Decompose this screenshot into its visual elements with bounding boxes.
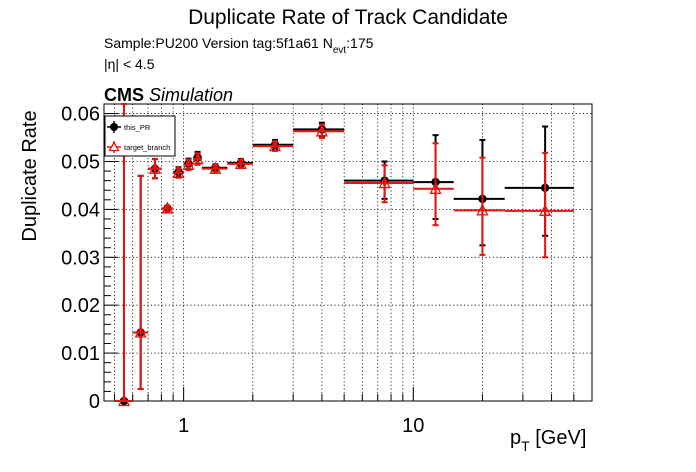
chart-title: Duplicate Rate of Track Candidate — [188, 6, 508, 29]
y-tick-label: 0.05 — [61, 151, 100, 173]
marker-triangle — [315, 124, 328, 137]
data-point-target-branch — [293, 123, 345, 140]
data-point-target-branch — [344, 164, 414, 204]
cms-label: CMS Simulation — [104, 85, 233, 105]
data-point-target-branch — [132, 174, 149, 391]
data-point-target-branch — [161, 201, 174, 214]
x-axis-label-unit: [GeV] — [530, 427, 587, 449]
marker-triangle — [268, 139, 282, 152]
legend-this-pr-marker — [110, 123, 118, 131]
cms-text: CMS — [104, 85, 144, 105]
data-point-this-PR — [413, 134, 454, 220]
marker-triangle — [182, 157, 195, 170]
marker-triangle — [378, 176, 391, 189]
data-point-target-branch — [172, 166, 185, 179]
data-point-target-branch — [453, 156, 505, 256]
marker-triangle — [134, 325, 147, 338]
data-point-target-branch — [227, 156, 253, 170]
y-tick-label: 0.01 — [61, 343, 100, 365]
marker-triangle — [161, 201, 174, 214]
x-axis-label-sub: T — [521, 438, 530, 454]
marker-triangle — [191, 152, 204, 165]
plot-frame — [103, 103, 593, 402]
marker-triangle — [209, 161, 222, 174]
y-tick-label: 0.03 — [61, 247, 100, 269]
data-point-target-branch — [504, 151, 574, 259]
series-layer — [114, 103, 574, 407]
marker-triangle — [117, 394, 131, 407]
x-tick-label: 10 — [402, 415, 424, 437]
grid-layer — [104, 104, 592, 401]
legend-target-label: target_branch — [124, 143, 170, 152]
x-tick-label: 1 — [178, 415, 189, 437]
x-axis-label-main: p — [510, 427, 521, 449]
legend-this-pr-label: this_PR — [124, 123, 151, 132]
y-axis-label: Duplicate Rate — [19, 110, 41, 241]
legend-entry-target-branch: target_branch — [107, 141, 170, 153]
eta-cut: |η| < 4.5 — [104, 56, 155, 72]
y-tick-label: 0.06 — [61, 104, 100, 126]
data-point-target-branch — [413, 142, 454, 227]
data-point-this-PR — [504, 125, 574, 237]
marker-triangle — [172, 166, 185, 179]
sample-line: Sample:PU200 Version tag:5f1a61 N — [104, 35, 333, 51]
data-point-target-branch — [191, 152, 204, 166]
nevt-value: :175 — [346, 35, 373, 51]
data-point-this-PR — [293, 121, 345, 138]
y-tick-label: 0.02 — [61, 295, 100, 317]
data-point-target-branch — [252, 139, 294, 152]
legend-entry-this-pr: this_PR — [107, 121, 151, 133]
legend-target-marker — [108, 141, 120, 152]
y-tick-label: 0 — [89, 391, 100, 413]
x-axis-label: pT [GeV] — [510, 427, 586, 454]
marker-triangle — [539, 203, 552, 216]
marker-triangle — [234, 156, 247, 170]
marker-triangle — [476, 203, 489, 216]
marker-triangle — [148, 161, 162, 174]
y-tick-label: 0.04 — [61, 199, 100, 221]
data-point-this-PR — [344, 160, 414, 200]
data-point-target-branch — [182, 157, 195, 172]
legend: this_PR target_branch — [104, 115, 176, 157]
nevt-subscript: evt — [333, 45, 347, 56]
marker-triangle — [429, 181, 442, 194]
axes-layer: 0 0.01 0.02 0.03 0.04 0.05 0.06 1 10 — [61, 103, 593, 437]
data-point-target-branch — [201, 161, 228, 174]
sample-info: Sample:PU200 Version tag:5f1a61 Nevt:175 — [104, 35, 374, 56]
simulation-text: Simulation — [149, 85, 233, 105]
data-point-this-PR — [453, 138, 505, 247]
data-point-target-branch — [148, 158, 162, 180]
